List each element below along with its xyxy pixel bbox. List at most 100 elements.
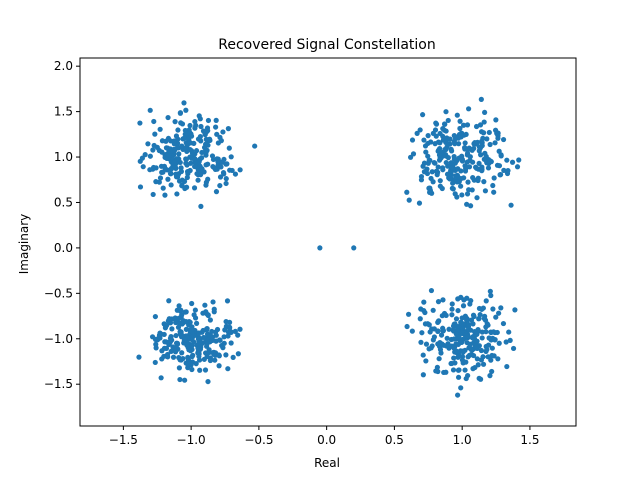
data-point — [426, 346, 432, 352]
data-point — [213, 117, 219, 123]
data-point — [216, 352, 222, 358]
data-point — [221, 171, 227, 177]
data-point — [453, 316, 460, 322]
data-point — [496, 148, 502, 154]
data-point — [429, 169, 435, 175]
data-point — [456, 141, 462, 147]
data-point — [214, 326, 221, 333]
data-point — [435, 299, 442, 305]
data-point — [159, 169, 165, 175]
data-point — [163, 345, 170, 351]
data-point — [487, 288, 493, 294]
data-point — [479, 329, 485, 335]
data-point — [178, 307, 184, 313]
data-point — [228, 154, 234, 160]
data-point — [456, 367, 462, 373]
data-point — [162, 192, 168, 198]
data-point — [193, 122, 199, 128]
data-point — [192, 163, 198, 170]
data-point — [192, 315, 199, 321]
data-point — [449, 360, 455, 367]
data-point — [225, 366, 231, 372]
data-point — [199, 155, 205, 161]
data-point — [170, 354, 177, 360]
data-point — [151, 164, 157, 171]
data-point — [483, 153, 489, 160]
data-point — [480, 354, 486, 360]
data-point — [182, 185, 188, 192]
data-point — [176, 365, 182, 371]
data-point — [452, 160, 458, 166]
data-point — [176, 303, 182, 309]
data-point — [443, 139, 449, 146]
data-point — [442, 146, 448, 153]
data-point — [464, 339, 470, 346]
data-point — [485, 165, 492, 171]
outlier-point — [317, 245, 323, 251]
data-point — [450, 367, 457, 373]
data-point — [491, 175, 497, 181]
chart-title: Recovered Signal Constellation — [218, 37, 436, 53]
data-point — [500, 136, 507, 143]
data-point — [452, 191, 458, 197]
data-point — [232, 171, 239, 177]
data-point — [474, 195, 480, 201]
data-point — [179, 350, 185, 356]
data-point — [196, 349, 202, 356]
data-point — [168, 166, 174, 172]
data-point — [152, 313, 158, 320]
data-point — [495, 135, 501, 141]
data-point — [477, 312, 483, 318]
data-point — [458, 133, 464, 139]
data-point — [225, 126, 231, 132]
data-point — [462, 140, 468, 146]
x-tick-label: 0.5 — [385, 433, 404, 447]
data-point — [449, 301, 455, 307]
data-point — [465, 179, 471, 185]
data-point — [187, 140, 194, 146]
data-point — [422, 309, 428, 316]
data-point — [193, 320, 200, 326]
data-point — [472, 139, 478, 146]
data-point — [451, 336, 457, 342]
data-point — [235, 351, 241, 357]
data-point — [156, 179, 162, 185]
data-point — [437, 346, 444, 353]
data-point — [139, 155, 145, 161]
data-point — [162, 325, 169, 331]
data-point — [213, 338, 219, 344]
data-point — [469, 147, 475, 153]
data-point — [423, 358, 429, 364]
data-point — [184, 169, 191, 175]
data-point — [173, 332, 179, 339]
data-point — [165, 351, 171, 358]
data-point — [189, 366, 195, 373]
data-point — [465, 323, 472, 330]
data-point — [203, 128, 209, 135]
data-point — [225, 333, 231, 339]
data-point — [418, 306, 424, 312]
data-point — [481, 316, 487, 322]
data-point — [500, 320, 507, 327]
data-point — [459, 326, 466, 332]
data-point — [407, 154, 414, 160]
data-point — [471, 313, 477, 320]
data-point — [436, 152, 443, 158]
data-point — [483, 324, 489, 330]
data-point — [460, 303, 467, 309]
data-point — [472, 364, 478, 371]
data-point — [504, 363, 510, 370]
data-point — [478, 152, 484, 158]
data-point — [221, 156, 227, 163]
data-point — [474, 331, 480, 337]
data-point — [464, 201, 470, 207]
data-point — [460, 349, 466, 355]
data-point — [496, 340, 502, 346]
data-point — [514, 164, 521, 170]
data-point — [487, 373, 493, 379]
data-point — [235, 332, 241, 338]
data-point — [417, 316, 423, 322]
data-point — [433, 368, 439, 374]
data-point — [491, 189, 497, 195]
data-point — [151, 118, 157, 125]
